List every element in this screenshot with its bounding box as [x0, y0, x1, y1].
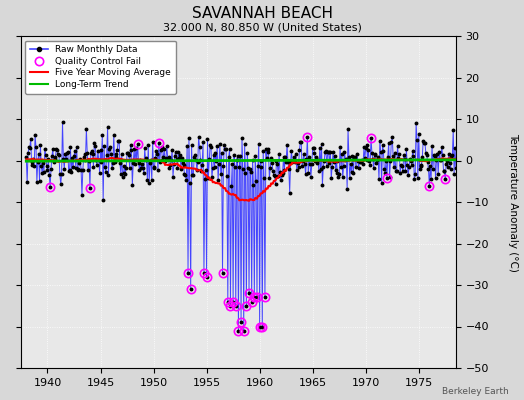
Text: Berkeley Earth: Berkeley Earth [442, 387, 508, 396]
Text: 32.000 N, 80.850 W (United States): 32.000 N, 80.850 W (United States) [162, 22, 362, 32]
Y-axis label: Temperature Anomaly (°C): Temperature Anomaly (°C) [509, 132, 519, 272]
Text: SAVANNAH BEACH: SAVANNAH BEACH [191, 6, 333, 21]
Legend: Raw Monthly Data, Quality Control Fail, Five Year Moving Average, Long-Term Tren: Raw Monthly Data, Quality Control Fail, … [26, 40, 176, 94]
